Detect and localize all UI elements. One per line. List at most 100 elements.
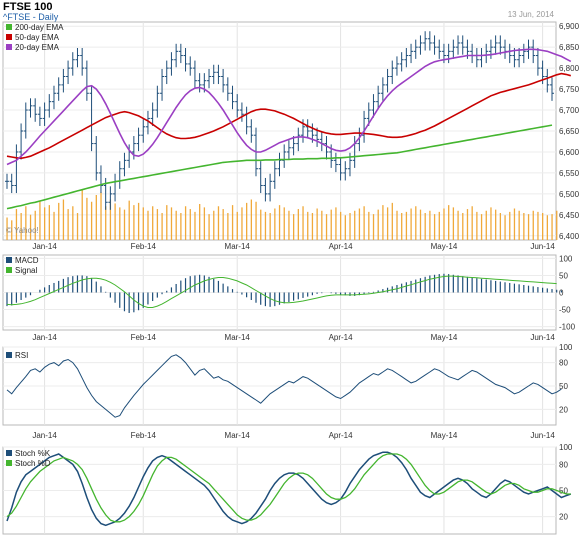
volume-bar — [213, 210, 215, 240]
legend-swatch — [6, 450, 12, 456]
volume-bar — [156, 209, 159, 240]
y-tick-label: -100 — [559, 323, 576, 332]
volume-bar — [316, 208, 318, 240]
stoch-d-line — [6, 453, 571, 523]
legend-label: Stoch %K — [15, 449, 51, 458]
volume-bar — [34, 210, 36, 240]
volume-bar — [25, 206, 27, 240]
volume-bar — [142, 207, 144, 240]
x-tick-label: Feb-14 — [131, 242, 157, 251]
volume-bar — [405, 211, 408, 240]
volume-bar — [147, 210, 149, 240]
y-tick-label: 0 — [559, 289, 564, 298]
volume-bar — [137, 202, 140, 240]
volume-bar — [203, 207, 206, 240]
x-tick-label: Apr-14 — [329, 431, 354, 440]
volume-bar — [58, 202, 60, 240]
volume-bar — [67, 209, 69, 240]
y-tick-label: -50 — [559, 306, 571, 315]
volume-bar — [527, 214, 530, 240]
volume-bar — [386, 207, 389, 240]
volume-bar — [344, 215, 346, 240]
y-tick-label: 100 — [559, 343, 573, 352]
volume-bar — [462, 213, 464, 240]
volume-bar — [90, 201, 93, 240]
volume-bar — [283, 207, 285, 240]
legend-swatch — [6, 257, 12, 263]
volume-bar — [415, 206, 417, 240]
volume-bar — [255, 201, 257, 240]
volume-bar — [222, 209, 224, 240]
volume-bar — [119, 207, 121, 240]
chart-date: 13 Jun, 2014 — [507, 10, 554, 19]
volume-bar — [443, 208, 445, 240]
volume-bar — [227, 213, 229, 240]
x-tick-label: Mar-14 — [225, 431, 251, 440]
rsi-line — [6, 354, 562, 418]
volume-bar — [363, 206, 365, 240]
volume-bar — [480, 214, 483, 240]
y-tick-label: 6,750 — [559, 85, 580, 94]
volume-bar — [330, 209, 332, 240]
x-tick-label: Jun-14 — [530, 242, 555, 251]
legend-label: Stoch %D — [15, 459, 51, 468]
volume-bar — [208, 214, 210, 240]
volume-bar — [231, 205, 234, 240]
volume-bar — [424, 213, 426, 240]
ema-line-2 — [6, 48, 572, 166]
volume-bar — [518, 210, 520, 240]
volume-bar — [241, 207, 243, 240]
volume-bar — [246, 202, 248, 240]
macd-signal-line — [6, 275, 557, 308]
volume-bar — [250, 199, 253, 240]
y-tick-label: 100 — [559, 443, 573, 452]
volume-bar — [29, 214, 32, 240]
y-tick-label: 6,900 — [559, 22, 580, 31]
y-tick-label: 6,600 — [559, 148, 580, 157]
y-tick-label: 50 — [559, 271, 568, 280]
volume-bar — [161, 213, 163, 240]
y-tick-label: 20 — [559, 405, 568, 414]
x-tick-label: Jan-14 — [32, 431, 57, 440]
y-tick-label: 6,400 — [559, 232, 580, 241]
volume-bar — [109, 199, 112, 240]
volume-bar — [217, 206, 220, 240]
volume-bar — [372, 214, 375, 240]
volume-bar — [15, 209, 18, 240]
volume-bar — [382, 205, 384, 240]
volume-bar — [76, 213, 79, 240]
x-tick-label: Mar-14 — [225, 242, 251, 251]
volume-bar — [199, 204, 201, 240]
volume-bar — [133, 205, 135, 240]
ema-line-1 — [6, 72, 572, 160]
x-tick-label: Apr-14 — [329, 242, 354, 251]
volume-bar — [339, 211, 342, 240]
volume-bar — [288, 210, 290, 240]
legend-swatch — [6, 352, 12, 358]
x-tick-label: Jun-14 — [530, 333, 555, 342]
y-tick-label: 6,850 — [559, 43, 580, 52]
y-tick-label: 80 — [559, 359, 568, 368]
volume-bar — [485, 210, 487, 240]
volume-bar — [429, 210, 431, 240]
x-tick-label: Mar-14 — [225, 333, 251, 342]
volume-bar — [48, 205, 50, 240]
volume-bar — [194, 211, 196, 240]
volume-bar — [278, 205, 281, 240]
legend-swatch — [6, 267, 12, 273]
volume-bar — [86, 197, 88, 240]
y-tick-label: 6,700 — [559, 106, 580, 115]
volume-bar — [401, 213, 403, 240]
legend-label: 200-day EMA — [15, 23, 64, 32]
legend-label: RSI — [15, 351, 28, 360]
volume-bar — [170, 207, 173, 240]
volume-bar — [504, 215, 506, 240]
volume-bar — [39, 200, 41, 240]
volume-bar — [546, 215, 549, 240]
volume-bar — [311, 213, 314, 240]
chart-subtitle: ^FTSE - Daily — [3, 12, 59, 22]
volume-bar — [433, 214, 436, 240]
volume-bar — [419, 209, 422, 240]
volume-bar — [6, 217, 8, 240]
x-tick-label: Jan-14 — [32, 242, 57, 251]
